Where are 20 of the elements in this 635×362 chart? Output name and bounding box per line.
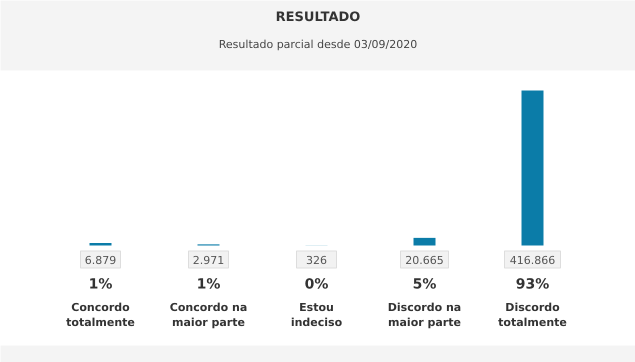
data-label: 6.879: [84, 254, 116, 267]
chart-subtitle: Resultado parcial desde 03/09/2020: [218, 38, 418, 51]
bar: [522, 90, 544, 246]
x-tick-label: Concordo totalmente: [66, 301, 135, 329]
text: 1%: [196, 276, 220, 292]
bar: [90, 242, 112, 246]
x-tick-label: Concordo na maior parte: [170, 301, 248, 329]
data-label: 2.971: [192, 254, 224, 267]
data-label: 326: [306, 254, 327, 267]
text: 5%: [412, 276, 436, 292]
bar: [414, 238, 436, 246]
text: 1%: [88, 276, 112, 292]
chart-title: RESULTADO: [276, 10, 360, 25]
x-tick-label: Estou indeciso: [290, 301, 343, 329]
data-label: 416.866: [510, 254, 556, 267]
text: 0%: [304, 276, 328, 292]
x-tick-label: Discordo na maior parte: [388, 301, 462, 329]
text: 93%: [516, 276, 550, 292]
data-label: 20.665: [405, 254, 444, 267]
x-tick-label: Discordo totalmente: [498, 301, 567, 329]
